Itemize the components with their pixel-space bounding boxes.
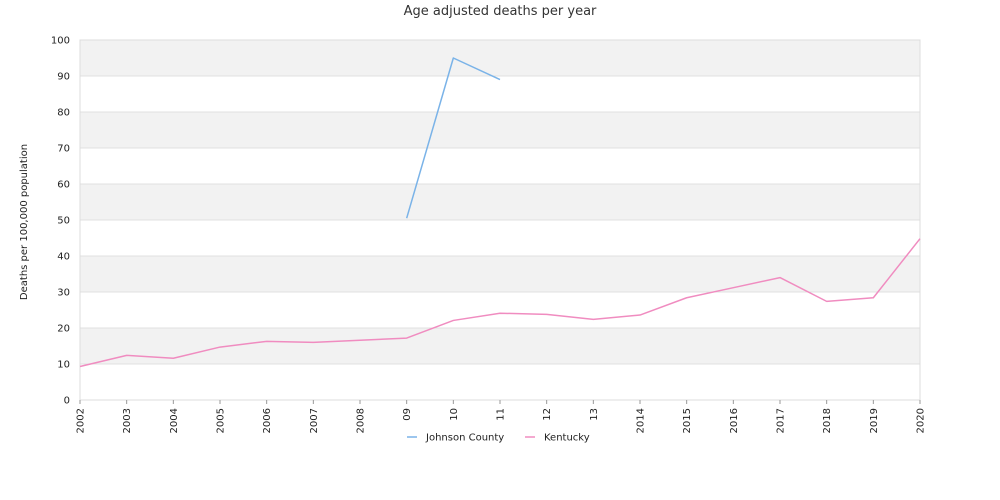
legend-item-kentucky: Kentucky: [525, 433, 590, 444]
x-tick-label: 2019: [869, 408, 880, 433]
y-tick-label: 100: [51, 36, 70, 47]
grid-bands: [80, 40, 920, 400]
grid-band: [80, 256, 920, 292]
y-tick-label: 90: [57, 72, 70, 83]
y-tick-label: 50: [57, 216, 70, 227]
grid-band: [80, 292, 920, 328]
legend-label: Kentucky: [544, 433, 590, 444]
x-axis-ticks: [79, 400, 921, 404]
x-tick-label: 2014: [636, 408, 647, 433]
x-tick-label: 2006: [262, 408, 273, 433]
grid-band: [80, 328, 920, 364]
series-lines: [79, 57, 921, 368]
x-tick-label: 12: [542, 408, 553, 421]
y-tick-label: 60: [57, 180, 70, 191]
y-axis-label: Deaths per 100,000 population: [19, 144, 30, 300]
series-line-kentucky: [79, 238, 921, 368]
x-tick-label: 2016: [729, 408, 740, 433]
grid-band: [80, 112, 920, 148]
legend-label: Johnson County: [425, 433, 504, 444]
x-tick-label: 11: [496, 408, 507, 421]
grid-band: [80, 148, 920, 184]
x-tick-label: 10: [449, 408, 460, 421]
x-tick-label: 2015: [682, 408, 693, 433]
y-tick-label: 40: [57, 252, 70, 263]
legend: Johnson County Kentucky: [407, 433, 590, 444]
x-tick-label: 2020: [916, 408, 927, 433]
y-tick-label: 30: [57, 288, 70, 299]
y-tick-label: 70: [57, 144, 70, 155]
y-tick-label: 80: [57, 108, 70, 119]
x-tick-label: 2004: [169, 408, 180, 433]
x-tick-label: 2017: [776, 408, 787, 433]
x-tick-label: 2005: [216, 408, 227, 433]
x-tick-label: 2008: [356, 408, 367, 433]
x-tick-label: 13: [589, 408, 600, 421]
grid-band: [80, 184, 920, 220]
x-tick-label: 2002: [76, 408, 87, 433]
legend-item-johnson-county: Johnson County: [407, 433, 504, 444]
grid-band: [80, 76, 920, 112]
y-axis-tick-labels: 0 10 20 30 40 50 60 70 80 90 100: [51, 36, 70, 407]
x-tick-label: 2018: [822, 408, 833, 433]
y-tick-label: 10: [57, 360, 70, 371]
x-axis-tick-labels: 2002 2003 2004 2005 2006 2007 2008 09 10 11 12 13 20…: [76, 408, 927, 433]
grid-band: [80, 220, 920, 256]
x-tick-label: 2003: [122, 408, 133, 433]
series-line-johnson-county: [405, 57, 501, 219]
y-tick-label: 0: [64, 396, 70, 407]
chart-title: Age adjusted deaths per year: [404, 4, 597, 19]
grid-band: [80, 40, 920, 76]
x-tick-label: 09: [402, 408, 413, 421]
grid-band: [80, 364, 920, 400]
y-tick-label: 20: [57, 324, 70, 335]
x-tick-label: 2007: [309, 408, 320, 433]
